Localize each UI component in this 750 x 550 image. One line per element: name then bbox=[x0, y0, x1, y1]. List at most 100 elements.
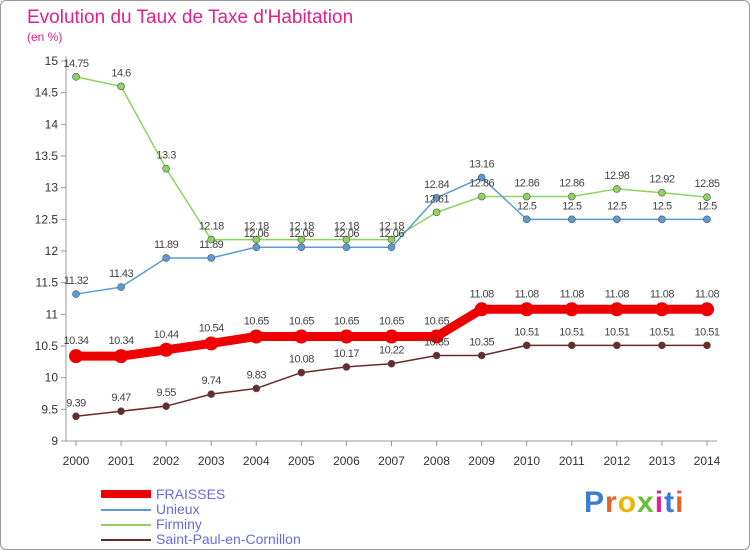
data-label: 12.06 bbox=[244, 228, 269, 240]
data-point bbox=[700, 302, 714, 317]
data-point bbox=[117, 82, 125, 91]
data-label: 10.51 bbox=[514, 326, 539, 338]
legend-swatch-fraisses bbox=[101, 490, 151, 498]
x-tick-label: 2000 bbox=[63, 454, 90, 468]
data-point bbox=[72, 73, 80, 81]
unit-label: (en %) bbox=[27, 30, 63, 44]
data-point bbox=[117, 407, 125, 416]
data-label: 9.83 bbox=[247, 369, 267, 381]
chart-title: Evolution du Taux de Taxe d'Habitation bbox=[27, 7, 354, 28]
data-label: 10.08 bbox=[289, 354, 314, 366]
data-label: 11.89 bbox=[154, 239, 179, 251]
data-point bbox=[72, 290, 80, 298]
data-label: 13.16 bbox=[469, 159, 494, 171]
data-label: 9.55 bbox=[156, 387, 176, 399]
data-point bbox=[207, 235, 216, 244]
data-label: 10.51 bbox=[694, 326, 719, 338]
data-point bbox=[474, 302, 489, 317]
y-tick-label: 13.5 bbox=[35, 149, 59, 163]
data-label: 12.18 bbox=[244, 221, 269, 233]
y-tick-label: 11 bbox=[46, 307, 59, 321]
data-point bbox=[207, 254, 216, 262]
data-label: 11.08 bbox=[560, 288, 585, 300]
x-tick-label: 2009 bbox=[468, 454, 495, 468]
data-label: 10.51 bbox=[604, 326, 629, 338]
data-label: 12.61 bbox=[424, 193, 449, 205]
y-tick-label: 10.5 bbox=[35, 339, 59, 353]
data-point bbox=[519, 302, 534, 317]
data-label: 12.98 bbox=[604, 170, 629, 182]
data-point bbox=[658, 215, 666, 224]
y-tick-label: 12.5 bbox=[35, 212, 59, 226]
data-point bbox=[297, 243, 306, 251]
data-point bbox=[297, 368, 306, 377]
x-tick-label: 2002 bbox=[153, 454, 180, 468]
data-label: 11.08 bbox=[605, 288, 630, 300]
data-point bbox=[204, 336, 219, 351]
data-label: 10.65 bbox=[424, 316, 449, 328]
data-label: 10.65 bbox=[334, 316, 359, 328]
proxiti-logo: Proxiti bbox=[584, 486, 685, 519]
data-point bbox=[567, 192, 576, 201]
y-tick-label: 13 bbox=[45, 181, 59, 195]
data-point bbox=[159, 342, 174, 357]
y-tick-label: 11.5 bbox=[36, 276, 59, 290]
data-label: 14.6 bbox=[111, 67, 131, 79]
data-point bbox=[567, 341, 576, 350]
data-label: 12.18 bbox=[334, 221, 359, 233]
data-label: 11.08 bbox=[470, 288, 495, 300]
data-point bbox=[72, 412, 80, 421]
x-tick-label: 2007 bbox=[378, 454, 405, 468]
data-label: 12.5 bbox=[697, 200, 717, 212]
data-point bbox=[703, 215, 711, 224]
data-point bbox=[613, 185, 621, 193]
data-point bbox=[432, 208, 441, 217]
x-tick-label: 2014 bbox=[694, 454, 721, 468]
y-tick-label: 14.5 bbox=[35, 86, 59, 100]
data-label: 9.39 bbox=[66, 397, 86, 409]
data-point bbox=[384, 329, 399, 344]
data-label: 10.34 bbox=[63, 335, 88, 347]
data-point bbox=[117, 283, 125, 291]
data-point bbox=[703, 341, 711, 350]
data-point bbox=[162, 254, 170, 262]
line-chart: 9 9.5 10 10.5 11 11.5 12 12.5 13 13.5 14 14.5 15 2000… bbox=[35, 54, 721, 468]
data-label: 11.08 bbox=[650, 288, 675, 300]
data-point bbox=[339, 329, 354, 344]
legend-swatch-firminy bbox=[101, 524, 151, 526]
data-point bbox=[613, 341, 621, 350]
y-tick-label: 15 bbox=[45, 54, 59, 68]
data-point bbox=[658, 188, 666, 197]
data-label: 10.65 bbox=[379, 316, 404, 328]
data-label: 12.86 bbox=[469, 178, 494, 190]
data-point bbox=[387, 359, 396, 368]
data-point bbox=[342, 235, 351, 244]
data-label: 10.65 bbox=[289, 316, 314, 328]
x-tick-label: 2006 bbox=[333, 454, 360, 468]
data-label: 12.85 bbox=[694, 178, 719, 190]
data-label: 11.89 bbox=[199, 239, 224, 251]
data-point bbox=[294, 329, 309, 344]
data-point bbox=[564, 302, 579, 317]
data-point bbox=[387, 243, 396, 251]
data-label: 12.18 bbox=[379, 221, 404, 233]
data-point bbox=[162, 402, 170, 410]
data-point bbox=[609, 302, 624, 317]
y-tick-label: 12 bbox=[45, 244, 59, 258]
data-label: 12.5 bbox=[517, 200, 537, 212]
data-point bbox=[477, 192, 486, 201]
y-tick-label: 9 bbox=[51, 434, 58, 448]
x-tick-label: 2008 bbox=[423, 454, 450, 468]
data-label: 11.32 bbox=[64, 275, 89, 287]
data-label: 10.22 bbox=[379, 345, 404, 357]
data-label: 10.51 bbox=[649, 326, 674, 338]
data-label: 10.51 bbox=[559, 326, 584, 338]
data-label: 10.35 bbox=[469, 337, 494, 349]
data-point bbox=[342, 363, 351, 371]
legend-swatch-saint-paul bbox=[101, 539, 151, 541]
data-label: 10.65 bbox=[244, 316, 269, 328]
x-tick-label: 2003 bbox=[198, 454, 225, 468]
data-point bbox=[522, 215, 531, 224]
data-label: 9.47 bbox=[111, 392, 131, 404]
